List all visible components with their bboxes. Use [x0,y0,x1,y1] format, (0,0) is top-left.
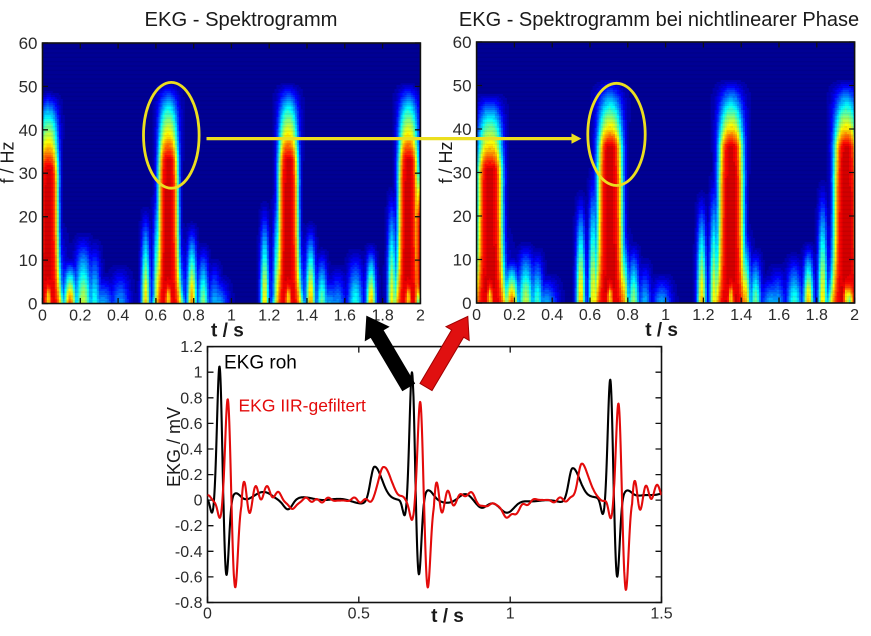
svg-text:EKG / mV: EKG / mV [164,407,184,487]
svg-text:1.5: 1.5 [650,606,672,623]
svg-text:1.2: 1.2 [692,307,714,324]
svg-text:60: 60 [453,33,472,52]
svg-text:10: 10 [453,251,472,270]
svg-text:t / s: t / s [431,606,464,627]
svg-text:0.2: 0.2 [180,467,202,484]
svg-text:1.8: 1.8 [806,307,828,324]
svg-text:1.4: 1.4 [730,307,752,324]
svg-text:0.6: 0.6 [145,308,167,325]
svg-text:0.4: 0.4 [541,307,563,324]
svg-text:t / s: t / s [645,320,678,341]
svg-text:0.6: 0.6 [180,416,202,433]
svg-text:60: 60 [19,34,38,53]
svg-text:1: 1 [194,365,203,382]
svg-text:EKG IIR-gefiltert: EKG IIR-gefiltert [239,396,367,416]
svg-text:t / s: t / s [211,321,244,342]
svg-text:0.5: 0.5 [348,606,370,623]
svg-text:f / Hz: f / Hz [0,141,18,183]
svg-text:1.6: 1.6 [768,307,790,324]
svg-text:0.8: 0.8 [180,390,202,407]
svg-text:1.6: 1.6 [334,308,356,325]
svg-text:2: 2 [416,308,425,325]
svg-text:0.4: 0.4 [180,442,202,459]
svg-text:0.6: 0.6 [579,307,601,324]
svg-text:0: 0 [203,606,212,623]
svg-text:0: 0 [472,307,481,324]
svg-text:1.8: 1.8 [371,308,393,325]
svg-text:0.8: 0.8 [183,308,205,325]
svg-text:1: 1 [661,307,670,324]
svg-text:40: 40 [453,120,472,139]
svg-text:40: 40 [19,121,38,140]
svg-text:0: 0 [462,294,471,313]
svg-text:50: 50 [453,77,472,96]
svg-text:30: 30 [453,164,472,183]
svg-text:1: 1 [227,308,236,325]
svg-text:10: 10 [19,251,38,270]
svg-text:20: 20 [453,207,472,226]
svg-text:0.8: 0.8 [617,307,639,324]
svg-text:2: 2 [850,307,859,324]
svg-text:-0.4: -0.4 [175,544,203,561]
svg-text:0: 0 [28,295,37,314]
svg-text:1.2: 1.2 [180,339,202,356]
svg-text:EKG roh: EKG roh [224,353,297,374]
svg-text:0: 0 [194,493,203,510]
svg-text:0.4: 0.4 [107,308,129,325]
svg-text:1.2: 1.2 [258,308,280,325]
svg-text:-0.2: -0.2 [175,518,203,535]
svg-text:30: 30 [19,164,38,183]
svg-text:1.4: 1.4 [296,308,318,325]
svg-text:20: 20 [19,208,38,227]
svg-text:EKG - Spektrogramm: EKG - Spektrogramm [145,9,338,31]
svg-text:f / Hz: f / Hz [436,141,456,183]
svg-text:0.2: 0.2 [69,308,91,325]
svg-text:-0.8: -0.8 [175,595,203,612]
svg-text:1: 1 [506,606,515,623]
svg-text:50: 50 [19,77,38,96]
svg-text:-0.6: -0.6 [175,569,203,586]
svg-text:EKG - Spektrogramm bei nichtl: EKG - Spektrogramm bei nichtlinearer Pha… [459,9,859,31]
svg-text:0: 0 [38,308,47,325]
svg-text:0.2: 0.2 [503,307,525,324]
